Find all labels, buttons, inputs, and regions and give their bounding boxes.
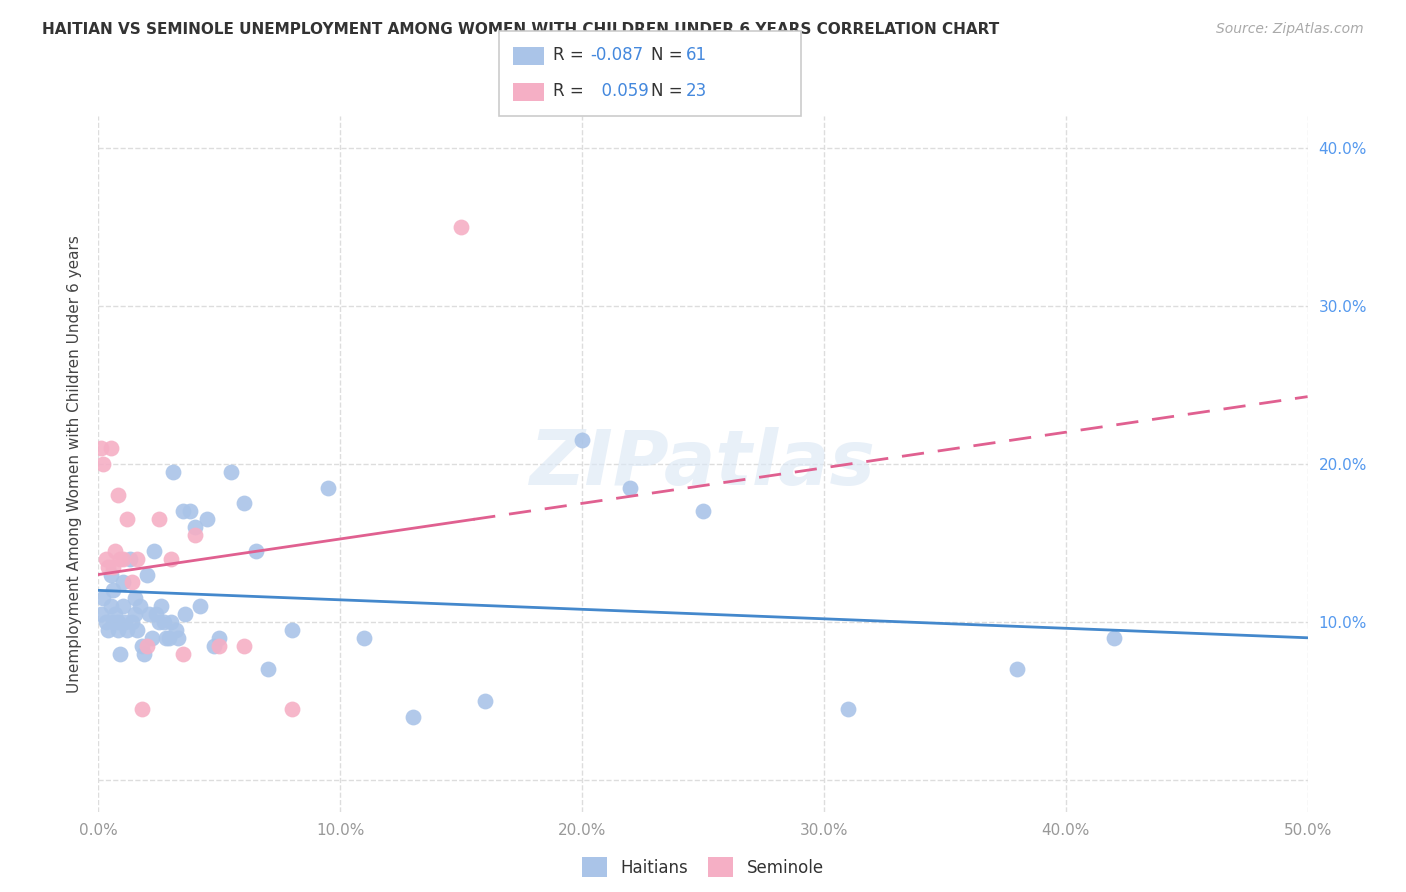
Point <box>155 631 177 645</box>
Text: R =: R = <box>553 46 589 64</box>
Point <box>150 599 173 614</box>
Text: Source: ZipAtlas.com: Source: ZipAtlas.com <box>1216 22 1364 37</box>
Point <box>167 631 190 645</box>
Point <box>245 543 267 558</box>
Text: 61: 61 <box>686 46 707 64</box>
Point <box>402 710 425 724</box>
Point <box>184 528 207 542</box>
Point <box>91 457 114 471</box>
Point <box>111 551 134 566</box>
Point <box>172 504 194 518</box>
Point <box>221 465 243 479</box>
Point <box>141 631 163 645</box>
Text: 0.059: 0.059 <box>591 82 648 100</box>
Point <box>90 441 112 455</box>
Point <box>135 567 157 582</box>
Point <box>121 575 143 590</box>
Point <box>474 694 496 708</box>
Point <box>184 520 207 534</box>
Point <box>118 551 141 566</box>
Point <box>134 647 156 661</box>
Point <box>90 607 112 621</box>
Point <box>101 583 124 598</box>
Point <box>204 639 226 653</box>
Point <box>157 631 180 645</box>
Point <box>165 623 187 637</box>
Point <box>107 623 129 637</box>
Point <box>160 551 183 566</box>
Point <box>195 512 218 526</box>
Point <box>97 623 120 637</box>
Point <box>104 543 127 558</box>
Text: N =: N = <box>651 46 688 64</box>
Point <box>107 615 129 629</box>
Point <box>127 551 149 566</box>
Point <box>160 615 183 629</box>
Legend: Haitians, Seminole: Haitians, Seminole <box>575 851 831 883</box>
Point <box>131 702 153 716</box>
Point <box>837 702 859 716</box>
Text: ZIPatlas: ZIPatlas <box>530 427 876 500</box>
Point <box>256 662 278 676</box>
Point <box>281 623 304 637</box>
Point <box>91 591 114 606</box>
Point <box>100 441 122 455</box>
Point <box>94 615 117 629</box>
Point <box>100 599 122 614</box>
Point <box>124 591 146 606</box>
Point <box>131 639 153 653</box>
Point <box>281 702 304 716</box>
Point <box>145 607 167 621</box>
Point <box>117 512 139 526</box>
Point <box>100 567 122 582</box>
Point <box>101 559 124 574</box>
Point <box>232 639 254 653</box>
Point <box>111 599 134 614</box>
Point <box>148 615 170 629</box>
Point <box>135 639 157 653</box>
Point <box>101 615 124 629</box>
Point <box>316 481 339 495</box>
Text: HAITIAN VS SEMINOLE UNEMPLOYMENT AMONG WOMEN WITH CHILDREN UNDER 6 YEARS CORRELA: HAITIAN VS SEMINOLE UNEMPLOYMENT AMONG W… <box>42 22 1000 37</box>
Point <box>127 623 149 637</box>
Text: 23: 23 <box>686 82 707 100</box>
Point <box>148 512 170 526</box>
Point <box>94 551 117 566</box>
Point <box>172 647 194 661</box>
Point <box>124 607 146 621</box>
Y-axis label: Unemployment Among Women with Children Under 6 years: Unemployment Among Women with Children U… <box>66 235 82 693</box>
Point <box>188 599 211 614</box>
Point <box>208 639 231 653</box>
Point <box>104 607 127 621</box>
Point <box>108 647 131 661</box>
Point <box>174 607 197 621</box>
Point <box>353 631 375 645</box>
Point <box>232 496 254 510</box>
Point <box>107 488 129 502</box>
Text: R =: R = <box>553 82 589 100</box>
Point <box>97 559 120 574</box>
Point <box>619 481 641 495</box>
Point <box>1102 631 1125 645</box>
Point <box>162 465 184 479</box>
Point <box>108 551 131 566</box>
Point <box>208 631 231 645</box>
Point <box>179 504 201 518</box>
Point <box>111 575 134 590</box>
Text: -0.087: -0.087 <box>591 46 644 64</box>
Point <box>138 607 160 621</box>
Point <box>128 599 150 614</box>
Point <box>143 543 166 558</box>
Point <box>117 623 139 637</box>
Point <box>571 433 593 447</box>
Point <box>450 219 472 234</box>
Point <box>114 615 136 629</box>
Text: N =: N = <box>651 82 688 100</box>
Point <box>1007 662 1029 676</box>
Point <box>152 615 174 629</box>
Point <box>121 615 143 629</box>
Point <box>692 504 714 518</box>
